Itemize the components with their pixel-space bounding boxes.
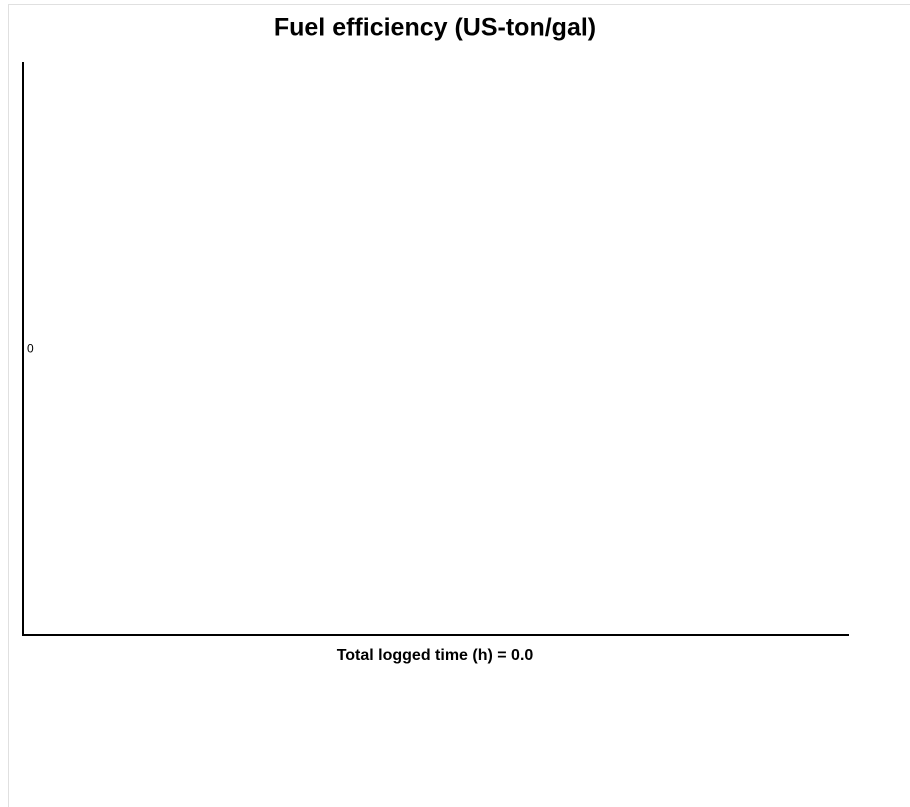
- x-axis-label: Total logged time (h) = 0.0: [337, 647, 534, 664]
- chart-title: Fuel efficiency (US-ton/gal): [274, 14, 596, 42]
- y-tick-label: 0: [27, 342, 34, 356]
- frame: [8, 4, 910, 807]
